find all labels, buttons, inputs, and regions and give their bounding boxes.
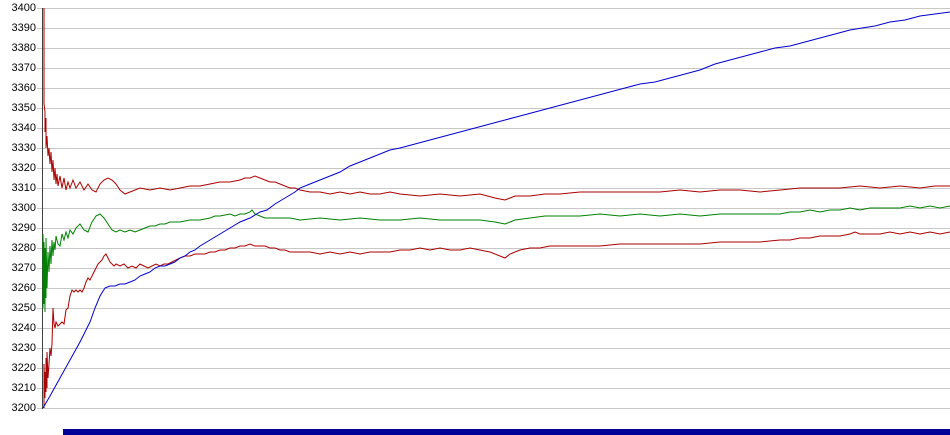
- y-tick-label: 3300: [11, 202, 36, 214]
- series-upper-band: [43, 8, 950, 201]
- y-tick-label: 3400: [11, 2, 36, 14]
- y-tick-label: 3250: [11, 302, 36, 314]
- y-tick-label: 3210: [11, 382, 36, 394]
- y-tick-label: 3260: [11, 282, 36, 294]
- gridlines: [37, 8, 950, 409]
- y-tick-label: 3310: [11, 182, 36, 194]
- y-tick-label: 3350: [11, 102, 36, 114]
- y-tick-label: 3270: [11, 262, 36, 274]
- y-tick-label: 3330: [11, 142, 36, 154]
- y-tick-label: 3390: [11, 22, 36, 34]
- y-tick-label: 3340: [11, 122, 36, 134]
- y-tick-label: 3240: [11, 322, 36, 334]
- series-lines: [42, 8, 950, 409]
- bottom-scrollbar[interactable]: [63, 429, 950, 435]
- y-tick-label: 3280: [11, 242, 36, 254]
- series-cumulative: [42, 11, 950, 409]
- y-tick-label: 3380: [11, 42, 36, 54]
- series-lower-band: [43, 231, 950, 408]
- y-tick-label: 3290: [11, 222, 36, 234]
- y-tick-label: 3320: [11, 162, 36, 174]
- y-tick-label: 3220: [11, 362, 36, 374]
- y-tick-label: 3360: [11, 82, 36, 94]
- y-tick-label: 3200: [11, 402, 36, 414]
- y-tick-label: 3230: [11, 342, 36, 354]
- y-tick-label: 3370: [11, 62, 36, 74]
- series-average: [42, 205, 950, 313]
